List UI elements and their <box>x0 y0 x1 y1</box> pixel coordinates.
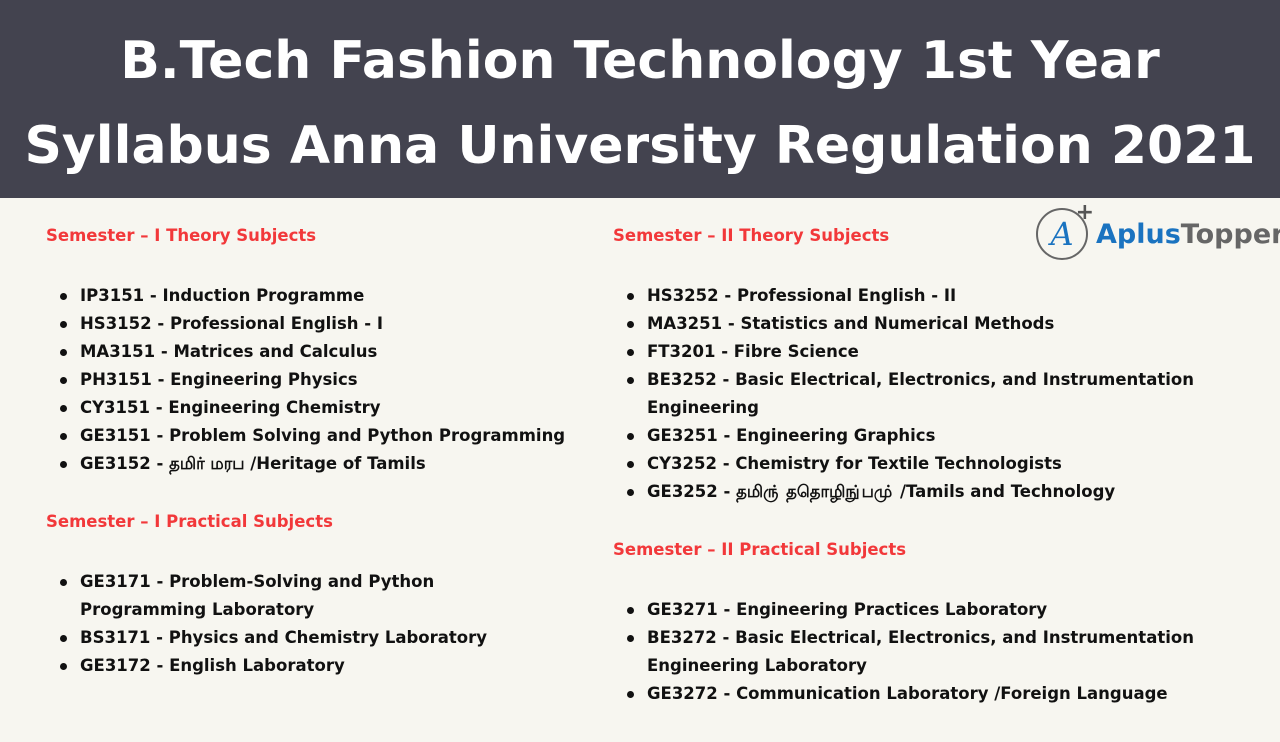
list-item: BS3171 - Physics and Chemistry Laborator… <box>46 624 566 652</box>
list-item: GE3171 - Problem-Solving and Python Prog… <box>46 568 566 624</box>
section-title: Semester – II Theory Subjects <box>613 226 890 245</box>
title-line-1: B.Tech Fashion Technology 1st Year <box>120 31 1160 91</box>
list-item: MA3151 - Matrices and Calculus <box>46 338 586 366</box>
list-item: GE3271 - Engineering Practices Laborator… <box>613 596 1213 624</box>
list-item: GE3252 - தமிரு் ததொழிநு்பமு் /Tamils and… <box>613 478 1213 506</box>
list-item: GE3251 - Engineering Graphics <box>613 422 1213 450</box>
subject-list: IP3151 - Induction Programme HS3152 - Pro… <box>46 282 586 478</box>
list-item: HS3252 - Professional English - II <box>613 282 1213 310</box>
list-item: FT3201 - Fibre Science <box>613 338 1213 366</box>
subject-list: GE3171 - Problem-Solving and Python Prog… <box>46 568 566 680</box>
list-item: BE3272 - Basic Electrical, Electronics, … <box>613 624 1213 680</box>
list-item: MA3251 - Statistics and Numerical Method… <box>613 310 1213 338</box>
title-banner: B.Tech Fashion Technology 1st Year Sylla… <box>0 0 1280 198</box>
list-item: GE3272 - Communication Laboratory /Forei… <box>613 680 1213 708</box>
list-item: HS3152 - Professional English - I <box>46 310 586 338</box>
list-item: BE3252 - Basic Electrical, Electronics, … <box>613 366 1213 422</box>
list-item: GE3172 - English Laboratory <box>46 652 566 680</box>
subject-list: HS3252 - Professional English - II MA3251… <box>613 282 1213 506</box>
section-title: Semester – II Practical Subjects <box>613 540 907 559</box>
semester-2-column: Semester – II Theory Subjects HS3252 - P… <box>613 226 1213 742</box>
list-item: PH3151 - Engineering Physics <box>46 366 586 394</box>
section-title: Semester – I Theory Subjects <box>46 226 317 245</box>
list-item: GE3151 - Problem Solving and Python Prog… <box>46 422 586 450</box>
section-title: Semester – I Practical Subjects <box>46 512 333 531</box>
list-item: GE3152 - தமிர் மரப /Heritage of Tamils <box>46 450 586 478</box>
list-item: IP3151 - Induction Programme <box>46 282 586 310</box>
semester-1-column: Semester – I Theory Subjects IP3151 - In… <box>46 226 586 714</box>
aplustopper-logo: A + AplusTopper <box>1036 202 1280 260</box>
logo-icon: A + <box>1036 202 1094 260</box>
list-item: CY3151 - Engineering Chemistry <box>46 394 586 422</box>
title-line-2: Syllabus Anna University Regulation 2021 <box>24 116 1256 176</box>
subject-list: GE3271 - Engineering Practices Laborator… <box>613 596 1213 708</box>
list-item: CY3252 - Chemistry for Textile Technolog… <box>613 450 1213 478</box>
